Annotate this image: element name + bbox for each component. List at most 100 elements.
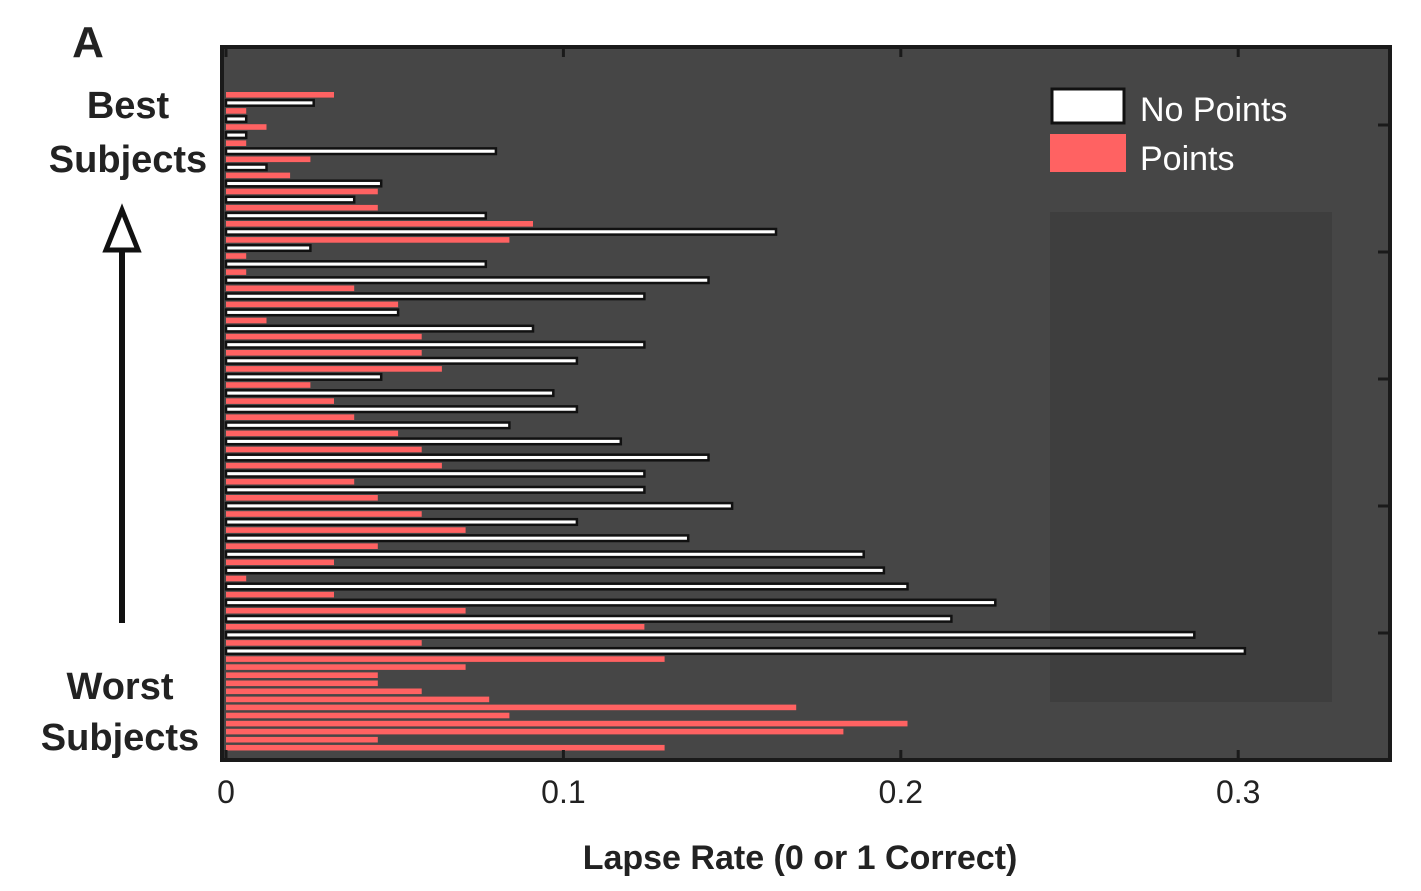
x-tick-label: 0.1	[541, 774, 585, 810]
bar-points	[226, 430, 399, 437]
bar-no-points	[224, 598, 997, 607]
bar-points	[226, 156, 311, 163]
bar-no-points	[224, 308, 400, 317]
bar-no-points	[224, 114, 248, 124]
bar-points	[226, 140, 247, 146]
legend-swatch-no-points	[1050, 87, 1126, 125]
arrow-head-icon	[102, 203, 142, 253]
bar-no-points	[224, 243, 312, 253]
bar-series-group	[224, 92, 1247, 751]
legend: No Points Points	[1050, 87, 1287, 178]
x-tick-label: 0	[217, 774, 235, 810]
bar-points	[226, 607, 466, 614]
bar-points	[226, 744, 665, 751]
bar-points	[226, 188, 378, 195]
bar-no-points	[224, 260, 488, 269]
bar-no-points	[224, 389, 555, 398]
bar-points	[226, 414, 355, 420]
bar-points	[226, 672, 378, 678]
bar-no-points	[224, 501, 734, 510]
plot-frame	[220, 45, 1392, 762]
bar-no-points	[224, 469, 646, 478]
worst-label-line2: Subjects	[41, 717, 199, 759]
bar-no-points	[224, 227, 778, 236]
bar-no-points	[224, 211, 488, 220]
bar-points	[226, 172, 291, 179]
bar-points	[226, 527, 466, 533]
bar-points	[226, 253, 247, 259]
bar-points	[226, 382, 311, 388]
bar-points	[226, 333, 422, 340]
bar-no-points	[224, 195, 356, 204]
x-tick-label: 0.2	[879, 774, 923, 810]
bar-points	[226, 575, 247, 582]
bar-no-points	[224, 340, 646, 349]
bar-no-points	[224, 534, 690, 543]
bar-points	[226, 688, 422, 695]
bar-points	[226, 591, 334, 598]
bar-points	[226, 680, 378, 687]
bar-no-points	[224, 163, 268, 172]
bar-no-points	[224, 453, 710, 462]
bar-no-points	[224, 324, 535, 333]
bar-points	[226, 398, 334, 404]
legend-swatch-points	[1050, 134, 1126, 172]
bar-points	[226, 221, 533, 227]
bar-points	[226, 478, 355, 485]
bar-no-points	[224, 276, 710, 285]
bar-points	[226, 269, 247, 275]
bar-no-points	[224, 356, 579, 365]
bar-points	[226, 317, 267, 324]
bar-no-points	[224, 421, 511, 430]
bar-points	[226, 656, 665, 662]
bar-no-points	[224, 485, 646, 494]
bar-points	[226, 204, 378, 211]
bar-points	[226, 301, 399, 308]
bar-points	[226, 559, 334, 566]
bar-no-points	[224, 372, 383, 381]
bar-no-points	[224, 131, 248, 140]
bar-no-points	[224, 646, 1247, 656]
x-axis-label: Lapse Rate (0 or 1 Correct)	[583, 839, 1018, 877]
legend-shadow	[1050, 212, 1332, 702]
bar-points	[226, 720, 908, 727]
best-label-line2: Subjects	[49, 139, 207, 181]
bar-points	[226, 736, 378, 743]
bar-no-points	[224, 517, 579, 527]
bar-points	[226, 285, 355, 292]
bar-no-points	[224, 582, 909, 591]
bar-points	[226, 640, 422, 646]
bar-points	[226, 237, 510, 243]
bar-no-points	[224, 614, 953, 623]
bar-points	[226, 446, 422, 453]
legend-label-points: Points	[1140, 140, 1235, 178]
bar-points	[226, 462, 442, 469]
bar-no-points	[224, 437, 623, 446]
bar-points	[226, 366, 442, 372]
worst-label-line1: Worst	[67, 666, 174, 708]
bar-points	[226, 108, 247, 114]
bar-points	[226, 696, 490, 703]
bar-points	[226, 624, 645, 630]
bar-points	[226, 704, 797, 711]
bar-points	[226, 495, 378, 501]
bar-no-points	[224, 147, 498, 156]
x-axis-ticks: 0 0.1 0.2 0.3	[217, 47, 1390, 810]
bar-points	[226, 511, 422, 517]
bar-points	[226, 728, 844, 735]
bar-points	[226, 712, 510, 719]
bar-points	[226, 124, 267, 130]
bar-no-points	[224, 98, 315, 107]
bar-points	[226, 664, 466, 670]
legend-label-no-points: No Points	[1140, 91, 1287, 129]
panel-label: A	[72, 18, 104, 67]
bar-no-points	[224, 550, 865, 559]
bar-no-points	[224, 405, 579, 414]
bar-no-points	[224, 292, 646, 301]
bar-points	[226, 92, 334, 98]
bar-no-points	[224, 630, 1196, 639]
bar-points	[226, 350, 422, 356]
x-tick-label: 0.3	[1216, 774, 1260, 810]
bar-no-points	[224, 566, 886, 575]
